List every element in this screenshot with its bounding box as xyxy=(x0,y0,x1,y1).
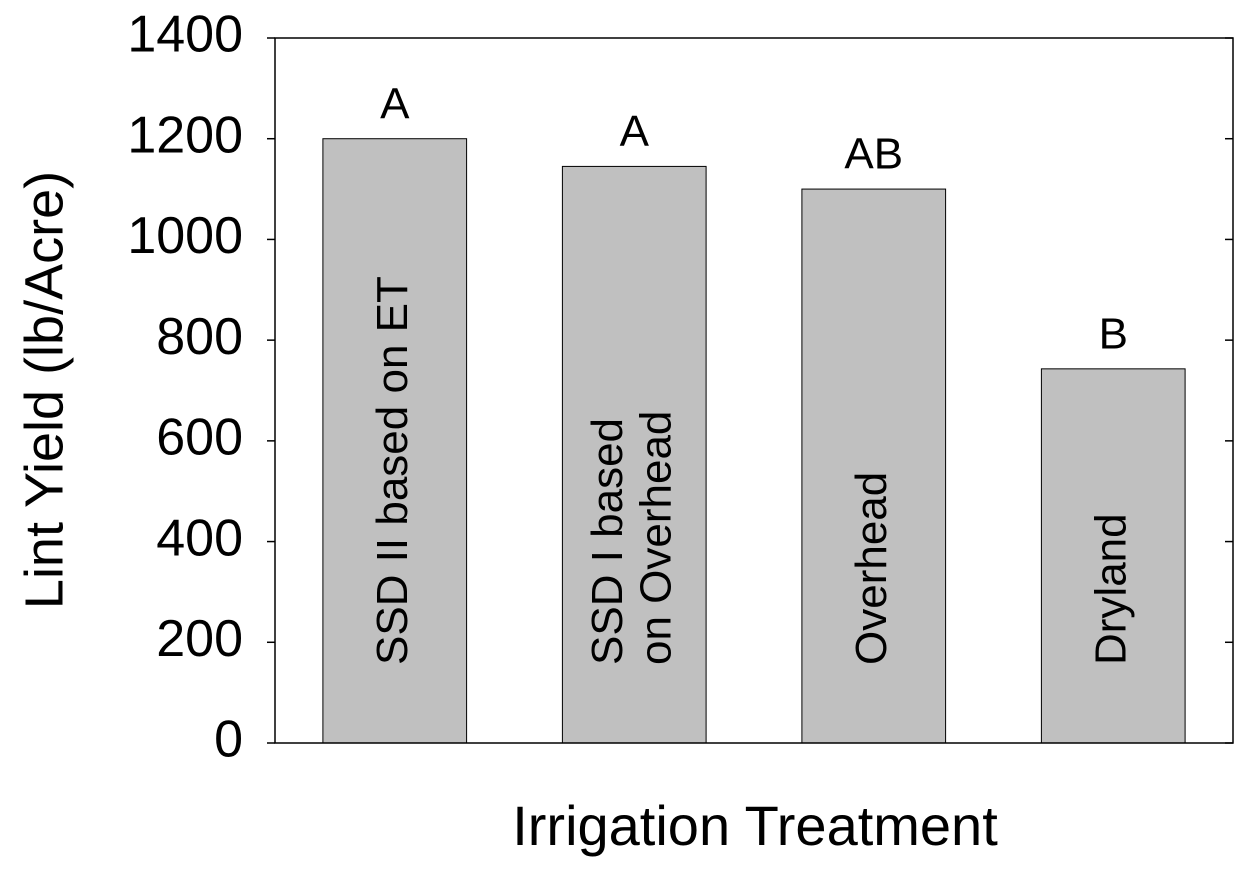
bar xyxy=(1040,368,1186,744)
y-tick-label: 1200 xyxy=(127,106,243,164)
category-label: SSD II based on ET xyxy=(367,276,416,665)
annotation: A xyxy=(380,79,410,128)
annotation: AB xyxy=(844,130,903,179)
y-tick-label: 1000 xyxy=(127,207,243,265)
y-tick-label: 800 xyxy=(156,308,243,366)
y-axis-label: Lint Yield (lb/Acre) xyxy=(14,171,74,609)
y-tick-label: 400 xyxy=(156,509,243,567)
y-tick-label: 200 xyxy=(156,610,243,668)
plot-frame xyxy=(274,37,1234,744)
y-tick-label: 1400 xyxy=(127,6,243,64)
y-tick-label: 600 xyxy=(156,409,243,467)
bar xyxy=(801,188,947,744)
annotation: B xyxy=(1099,309,1128,358)
y-tick-label: 0 xyxy=(214,711,243,769)
category-label: Dryland xyxy=(1086,513,1135,665)
x-axis-label: Irrigation Treatment xyxy=(512,794,998,857)
category-label: SSD I basedon Overhead xyxy=(583,411,680,665)
annotation: A xyxy=(620,107,650,156)
bar xyxy=(322,138,468,744)
category-label: Overhead xyxy=(846,472,895,665)
